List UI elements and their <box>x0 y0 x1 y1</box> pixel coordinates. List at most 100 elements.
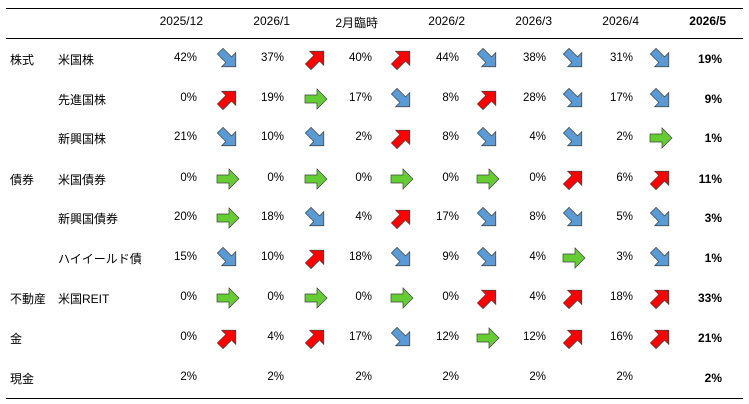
up-arrow-icon <box>562 167 586 191</box>
allocation-value: 1% <box>704 251 722 265</box>
asset-label: 米国REIT <box>58 292 110 306</box>
down-arrow-icon <box>476 47 500 71</box>
right-arrow-icon <box>476 167 500 191</box>
down-arrow-icon <box>562 47 586 71</box>
allocation-value: 2% <box>355 371 372 383</box>
allocation-value: 3% <box>616 251 633 263</box>
allocation-value: 4% <box>529 131 546 143</box>
allocation-value: 44% <box>435 52 459 64</box>
allocation-value: 4% <box>529 251 546 263</box>
allocation-value: 2% <box>529 371 546 383</box>
down-arrow-icon <box>476 246 500 270</box>
allocation-value: 12% <box>435 331 459 343</box>
column-header: 2026/3 <box>515 14 552 28</box>
up-arrow-icon <box>216 326 240 350</box>
up-arrow-icon <box>649 326 673 350</box>
allocation-value: 10% <box>260 251 284 263</box>
allocation-value: 0% <box>180 291 197 303</box>
allocation-value: 4% <box>529 291 546 303</box>
down-arrow-icon <box>390 326 414 350</box>
down-arrow-icon <box>476 126 500 150</box>
category-label: 現金 <box>10 372 35 386</box>
column-header: 2026/2 <box>428 14 465 28</box>
allocation-value: 17% <box>348 331 372 343</box>
column-header: 2026/5 <box>689 14 726 28</box>
allocation-value: 2% <box>704 371 722 385</box>
down-arrow-icon <box>216 246 240 270</box>
allocation-value: 0% <box>267 172 284 184</box>
allocation-value: 18% <box>260 211 284 223</box>
up-arrow-icon <box>304 326 328 350</box>
up-arrow-icon <box>476 87 500 111</box>
allocation-value: 10% <box>260 131 284 143</box>
allocation-value: 9% <box>704 92 722 106</box>
down-arrow-icon <box>304 126 328 150</box>
allocation-value: 17% <box>348 92 372 104</box>
allocation-value: 31% <box>609 52 633 64</box>
down-arrow-icon <box>649 206 673 230</box>
allocation-value: 2% <box>180 371 197 383</box>
allocation-value: 0% <box>180 172 197 184</box>
allocation-value: 20% <box>173 211 197 223</box>
down-arrow-icon <box>562 87 586 111</box>
allocation-value: 12% <box>522 331 546 343</box>
allocation-value: 2% <box>616 131 633 143</box>
allocation-value: 19% <box>260 92 284 104</box>
allocation-value: 21% <box>697 331 722 345</box>
right-arrow-icon <box>390 167 414 191</box>
allocation-value: 0% <box>442 172 459 184</box>
down-arrow-icon <box>476 206 500 230</box>
allocation-value: 19% <box>697 52 722 66</box>
allocation-table: 2025/12 2026/1 2月臨時 2026/2 2026/3 2026/4 2026/… <box>6 0 743 404</box>
top-rule <box>6 8 743 9</box>
allocation-value: 4% <box>355 211 372 223</box>
down-arrow-icon <box>390 246 414 270</box>
allocation-value: 8% <box>529 211 546 223</box>
column-header: 2月臨時 <box>335 16 378 30</box>
up-arrow-icon <box>649 167 673 191</box>
allocation-value: 5% <box>616 211 633 223</box>
allocation-value: 38% <box>522 52 546 64</box>
down-arrow-icon <box>649 246 673 270</box>
right-arrow-icon <box>649 126 673 150</box>
allocation-value: 42% <box>173 52 197 64</box>
allocation-value: 8% <box>442 92 459 104</box>
allocation-value: 3% <box>704 211 722 225</box>
down-arrow-icon <box>304 206 328 230</box>
right-arrow-icon <box>390 286 414 310</box>
allocation-value: 2% <box>267 371 284 383</box>
down-arrow-icon <box>649 87 673 111</box>
allocation-value: 33% <box>697 291 722 305</box>
allocation-value: 17% <box>609 92 633 104</box>
asset-label: 先進国株 <box>58 93 107 107</box>
allocation-value: 0% <box>355 291 372 303</box>
category-label: 株式 <box>10 53 35 67</box>
allocation-value: 0% <box>529 172 546 184</box>
allocation-value: 1% <box>704 131 722 145</box>
up-arrow-icon <box>562 326 586 350</box>
down-arrow-icon <box>649 47 673 71</box>
up-arrow-icon <box>649 286 673 310</box>
up-arrow-icon <box>390 206 414 230</box>
asset-label: 米国債券 <box>58 173 107 187</box>
allocation-value: 18% <box>609 291 633 303</box>
allocation-value: 0% <box>442 291 459 303</box>
allocation-value: 18% <box>348 251 372 263</box>
asset-label: ハイイールド債 <box>58 252 142 266</box>
allocation-value: 15% <box>173 251 197 263</box>
up-arrow-icon <box>304 47 328 71</box>
bottom-rule <box>6 398 743 399</box>
allocation-value: 0% <box>180 92 197 104</box>
allocation-value: 8% <box>442 131 459 143</box>
up-arrow-icon <box>304 246 328 270</box>
down-arrow-icon <box>216 126 240 150</box>
allocation-value: 11% <box>698 172 722 186</box>
right-arrow-icon <box>304 87 328 111</box>
allocation-value: 9% <box>442 251 459 263</box>
allocation-value: 2% <box>355 131 372 143</box>
allocation-value: 4% <box>267 331 284 343</box>
allocation-value: 2% <box>442 371 459 383</box>
up-arrow-icon <box>216 87 240 111</box>
right-arrow-icon <box>304 167 328 191</box>
right-arrow-icon <box>304 286 328 310</box>
